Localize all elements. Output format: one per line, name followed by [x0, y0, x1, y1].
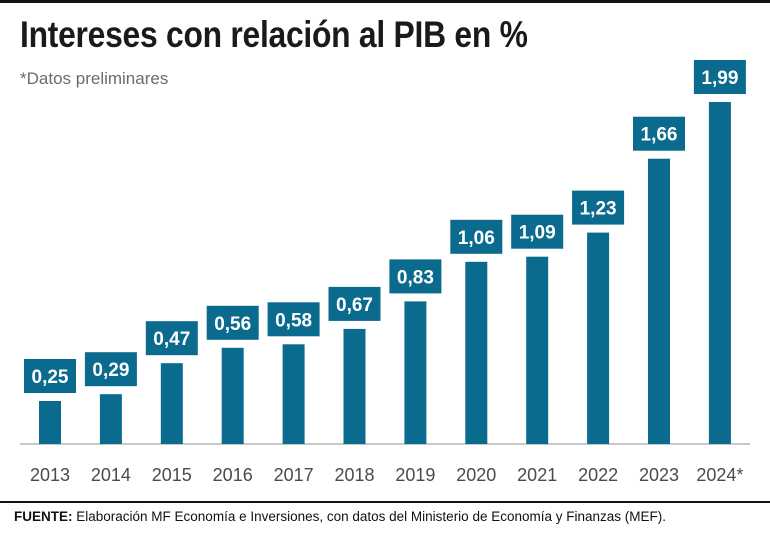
value-label-box: [389, 259, 442, 294]
bar-2014: [99, 394, 122, 444]
x-tick-label: 2014: [91, 465, 131, 485]
bar-2024: [708, 102, 731, 444]
x-tick-label: 2018: [334, 465, 374, 485]
source-note: FUENTE: Elaboración MF Economía e Invers…: [14, 509, 666, 524]
value-label-box: [450, 219, 503, 254]
bar-2017: [282, 344, 305, 444]
value-label-box: [511, 214, 564, 249]
chart-subtitle: *Datos preliminares: [20, 69, 169, 88]
x-tick-label: 2013: [30, 465, 70, 485]
bar-2016: [221, 347, 244, 444]
value-label: 0,25: [32, 367, 69, 388]
value-label-box: [206, 305, 259, 340]
bar-2019: [404, 301, 427, 444]
bar-2018: [343, 328, 366, 444]
bar-2015: [160, 363, 183, 444]
value-label: 0,47: [153, 329, 190, 350]
value-label: 0,29: [92, 360, 129, 381]
value-label-box: [84, 352, 137, 387]
x-tick-label: 2021: [517, 465, 557, 485]
top-rule: [0, 0, 770, 3]
value-label-box: [267, 302, 320, 337]
x-tick-label: 2015: [152, 465, 192, 485]
x-tick-label: 2023: [639, 465, 679, 485]
value-label: 0,83: [397, 267, 434, 288]
bar-2021: [526, 256, 549, 444]
value-label: 0,56: [214, 314, 251, 335]
bar-2022: [587, 232, 610, 444]
bar-2020: [465, 261, 488, 444]
x-tick-label: 2020: [456, 465, 496, 485]
value-label: 1,09: [519, 223, 556, 244]
source-text: Elaboración MF Economía e Inversiones, c…: [72, 509, 667, 524]
x-tick-label: 2022: [578, 465, 618, 485]
value-label: 1,06: [458, 228, 495, 249]
x-tick-label: 2017: [274, 465, 314, 485]
bar-2023: [648, 158, 670, 444]
bars-group: 0,25 0,29 0,47 0,56 0,58 0,67 0,83 1,06 1,09 1,23…: [24, 60, 746, 444]
value-label-box: [693, 60, 746, 94]
source-label: FUENTE:: [14, 509, 73, 524]
value-label-box: [145, 321, 198, 356]
chart-title: Intereses con relación al PIB en %: [20, 14, 528, 55]
value-label-box: [328, 286, 381, 321]
bar-chart: 0,25 0,29 0,47 0,56 0,58 0,67 0,83 1,06 1,09 1,23…: [20, 60, 750, 485]
value-label: 0,58: [275, 310, 312, 331]
value-label: 1,99: [701, 68, 738, 89]
value-label-box: [24, 359, 76, 393]
x-tick-label: 2024*: [696, 465, 743, 485]
x-tick-label: 2016: [213, 465, 253, 485]
bottom-rule: [0, 501, 770, 503]
x-tick-labels: 2013 2014 2015 2016 2017 2018 2019 2020 2021 2022…: [30, 465, 743, 485]
value-label: 1,66: [641, 125, 678, 146]
value-label-box: [572, 190, 625, 225]
value-label-box: [633, 116, 685, 151]
bar-2013: [39, 401, 61, 444]
value-label: 1,23: [580, 199, 617, 220]
x-tick-label: 2019: [395, 465, 435, 485]
value-label: 0,67: [336, 295, 373, 316]
